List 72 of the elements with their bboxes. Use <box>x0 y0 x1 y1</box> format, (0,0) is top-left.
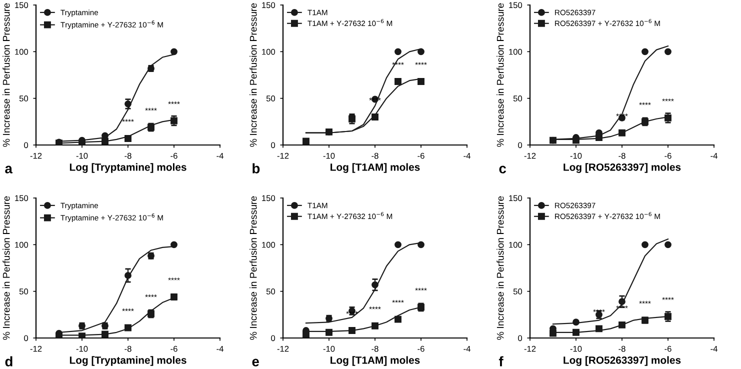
y-axis-title: % Increase in Perfusion Pressure <box>496 196 504 340</box>
x-axis-title: Log [RO5263397] moles <box>564 163 681 173</box>
y-tick-label: 0 <box>518 335 522 342</box>
y-tick-label: 100 <box>262 48 276 55</box>
x-axis-title: Log [Tryptamine] moles <box>70 356 186 366</box>
y-tick-label: 100 <box>509 48 522 55</box>
y-tick-label: 100 <box>262 242 276 248</box>
x-tick-label: -10 <box>570 346 582 352</box>
x-axis-title: Log [Tryptamine] moles <box>70 163 186 173</box>
x-tick-label: -10 <box>76 152 88 159</box>
x-axis-title: Log [RO5263397] moles <box>564 356 681 366</box>
x-tick-label: -12 <box>30 152 42 159</box>
y-tick-label: 150 <box>509 2 522 8</box>
x-tick-label: -8 <box>124 152 132 159</box>
x-axis-title: Log [T1AM] moles <box>330 163 420 173</box>
x-tick-label: -8 <box>372 346 378 352</box>
x-tick-label: -6 <box>170 152 178 159</box>
x-tick-label: -6 <box>664 152 672 159</box>
text: c <box>499 166 506 174</box>
y-tick-label: 50 <box>19 288 28 294</box>
y-axis-title: % Increase in Perfusion Pressure <box>250 3 257 147</box>
y-tick-label: 0 <box>271 142 276 148</box>
y-tick-label: 0 <box>518 142 522 148</box>
y-tick-label: 150 <box>509 195 522 202</box>
y-tick-label: 0 <box>271 335 276 342</box>
y-tick-label: 150 <box>262 2 276 8</box>
x-tick-label: -8 <box>618 346 626 352</box>
y-tick-label: 150 <box>15 195 28 202</box>
x-tick-label: -12 <box>277 152 289 159</box>
x-tick-label: -10 <box>76 346 88 352</box>
x-tick-label: -12 <box>524 152 536 159</box>
y-tick-label: 100 <box>15 48 28 55</box>
x-tick-label: -6 <box>664 346 672 352</box>
x-tick-label: -8 <box>372 152 378 159</box>
x-tick-label: -4 <box>216 346 224 352</box>
y-tick-label: 50 <box>513 288 522 294</box>
y-tick-label: 100 <box>509 242 522 248</box>
x-tick-label: -6 <box>170 346 178 352</box>
y-tick-label: 50 <box>266 288 276 294</box>
y-tick-label: 50 <box>266 96 276 102</box>
y-tick-label: 0 <box>24 335 28 342</box>
y-axis-title: % Increase in Perfusion Pressure <box>496 3 504 147</box>
x-tick-label: -4 <box>464 346 470 352</box>
x-tick-label: -8 <box>124 346 132 352</box>
y-axis-title: % Increase in Perfusion Pressure <box>250 196 257 340</box>
x-tick-label: -4 <box>464 152 470 159</box>
x-tick-label: -4 <box>710 346 718 352</box>
x-tick-label: -4 <box>710 152 718 159</box>
x-tick-label: -8 <box>618 152 626 159</box>
y-tick-label: 150 <box>262 195 276 202</box>
text: a <box>5 166 13 174</box>
y-tick-label: 50 <box>513 96 522 102</box>
x-tick-label: -6 <box>418 152 424 159</box>
y-tick-label: 0 <box>24 142 28 148</box>
x-tick-label: -10 <box>570 152 582 159</box>
text: b <box>252 163 260 174</box>
x-tick-label: -4 <box>216 152 224 159</box>
x-tick-label: -10 <box>323 152 335 159</box>
x-tick-label: -10 <box>323 346 335 352</box>
x-tick-label: -12 <box>30 346 42 352</box>
text: d <box>5 356 12 366</box>
text: f <box>498 356 504 366</box>
y-axis-title: % Increase in Perfusion Pressure <box>2 3 10 147</box>
y-tick-label: 150 <box>15 2 28 8</box>
x-tick-label: -12 <box>277 346 289 352</box>
x-axis-title: Log [T1AM] moles <box>330 356 420 366</box>
text: e <box>252 358 259 366</box>
y-tick-label: 100 <box>15 242 28 248</box>
x-tick-label: -6 <box>418 346 424 352</box>
x-tick-label: -12 <box>524 346 536 352</box>
y-axis-title: % Increase in Perfusion Pressure <box>2 196 10 340</box>
y-tick-label: 50 <box>19 96 28 102</box>
